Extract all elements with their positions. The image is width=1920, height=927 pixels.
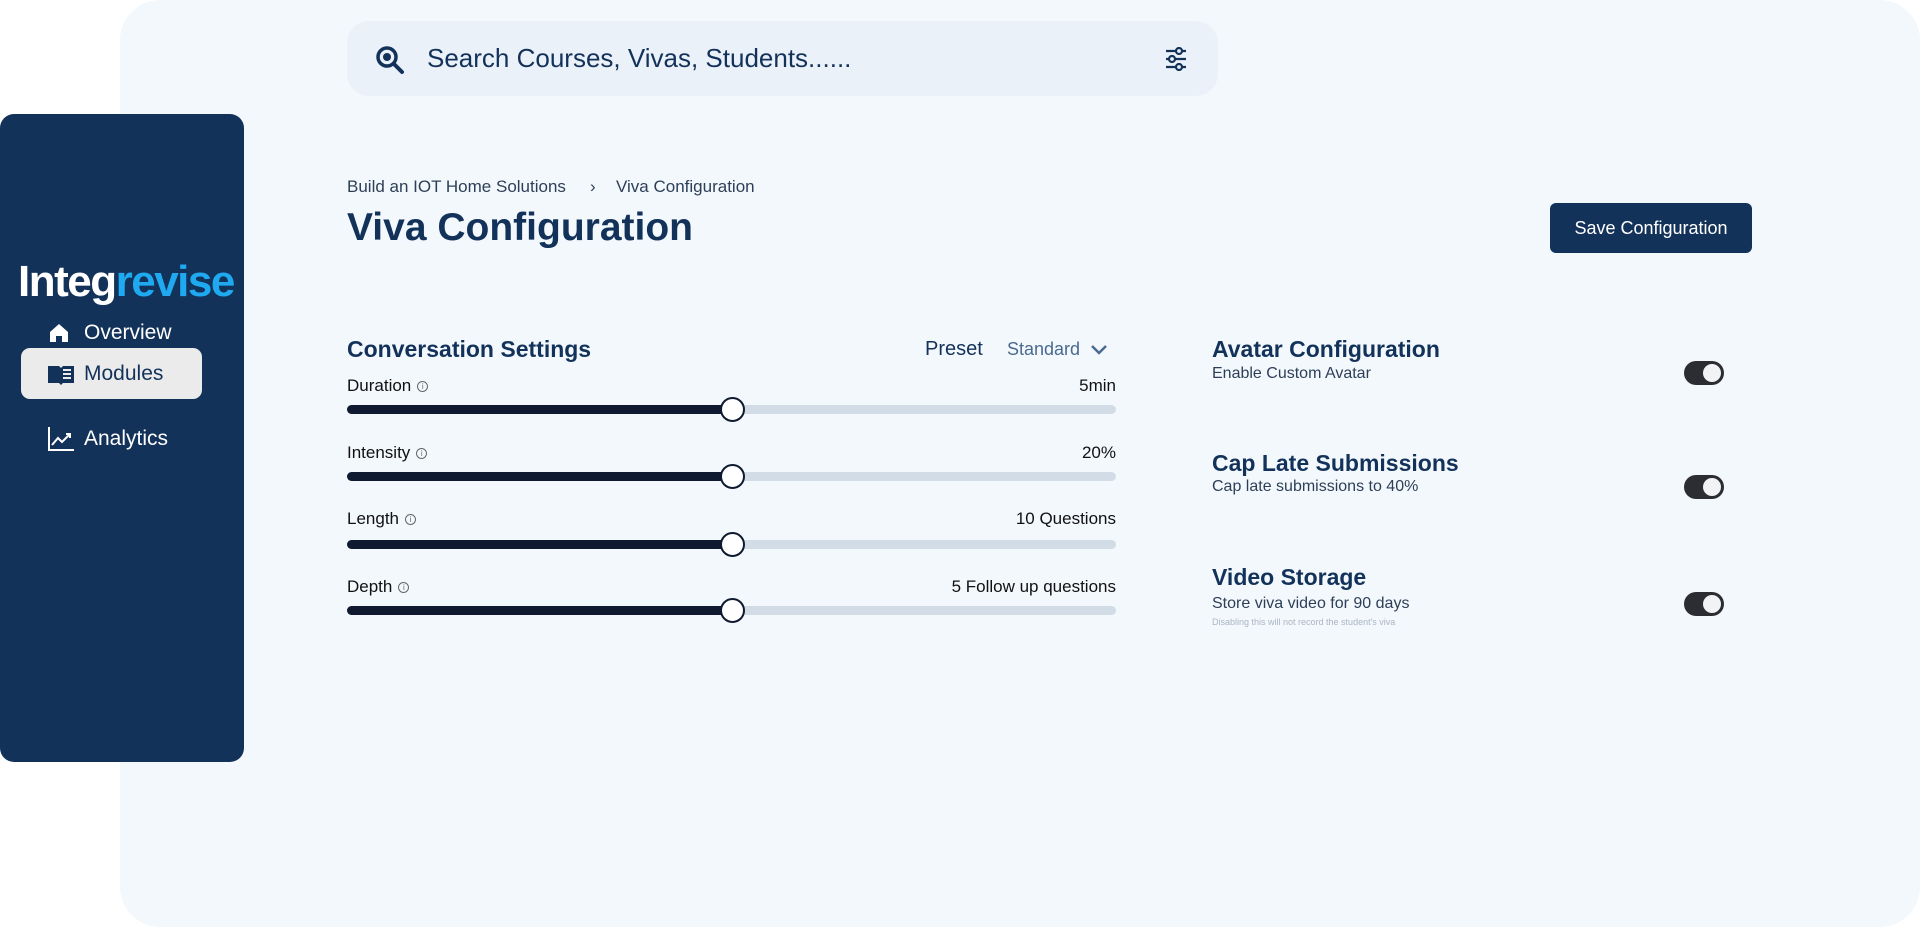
slider-length[interactable] [347,532,1116,557]
setting-description: Cap late submissions to 40% [1212,478,1419,495]
breadcrumb-current: Viva Configuration [616,177,755,196]
slider-label-intensity: Intensity i [347,443,428,463]
setting-description: Enable Custom Avatar [1212,365,1371,382]
filter-icon[interactable] [1165,47,1187,71]
chart-line-icon [48,426,74,451]
slider-thumb[interactable] [719,464,745,489]
slider-label-duration: Duration i [347,376,429,396]
info-icon[interactable]: i [417,381,429,392]
book-icon [48,365,74,385]
slider-thumb[interactable] [719,397,745,422]
preset-dropdown[interactable]: Standard [1007,339,1108,360]
preset-value: Standard [1007,339,1081,359]
logo: Integrevise [18,257,235,306]
slider-fill [347,606,732,615]
setting-title: Cap Late Submissions [1212,450,1459,476]
slider-value: 5min [1079,376,1116,395]
slider-duration[interactable] [347,397,1116,422]
setting-title: Video Storage [1212,564,1367,590]
save-configuration-button[interactable]: Save Configuration [1550,203,1752,253]
preset-label: Preset [925,338,983,360]
slider-value: 5 Follow up questions [951,577,1116,596]
sidebar-item-modules[interactable]: Modules [21,348,202,399]
setting-toggle[interactable] [1684,475,1724,499]
sidebar-item-analytics[interactable]: Analytics [21,413,202,464]
slider-label-depth: Depth i [347,577,410,597]
main-panel [120,0,1920,927]
search-icon [376,46,404,74]
search-input[interactable]: Search Courses, Vivas, Students...... [427,43,852,73]
slider-depth[interactable] [347,598,1116,623]
setting-toggle[interactable] [1684,361,1724,385]
setting-note: Disabling this will not record the stude… [1212,617,1396,627]
breadcrumb-course[interactable]: Build an IOT Home Solutions [347,177,566,196]
slider-fill [347,540,732,549]
slider-value: 10 Questions [1015,509,1116,528]
sidebar-item-overview[interactable]: Overview [21,307,202,358]
setting-title: Avatar Configuration [1212,336,1440,362]
info-icon[interactable]: i [398,582,410,593]
slider-intensity[interactable] [347,464,1116,489]
search-bar[interactable]: Search Courses, Vivas, Students...... [347,21,1218,96]
setting-description: Store viva video for 90 days [1212,595,1410,612]
breadcrumb-chevron-icon: › [590,177,596,196]
chevron-down-icon [1091,344,1107,355]
page-title: Viva Configuration [347,206,693,249]
slider-fill [347,472,732,481]
setting-toggle[interactable] [1684,592,1724,616]
conversation-settings-title: Conversation Settings [347,336,592,362]
slider-fill [347,405,732,414]
info-icon[interactable]: i [416,448,428,459]
home-icon [50,323,68,342]
slider-thumb[interactable] [719,598,745,623]
slider-value: 20% [1081,443,1116,462]
info-icon[interactable]: i [405,514,416,525]
sidebar: Integrevise Overview Modules Analytics [0,114,244,762]
slider-label-length: Length i [347,509,416,529]
slider-thumb[interactable] [719,532,745,557]
